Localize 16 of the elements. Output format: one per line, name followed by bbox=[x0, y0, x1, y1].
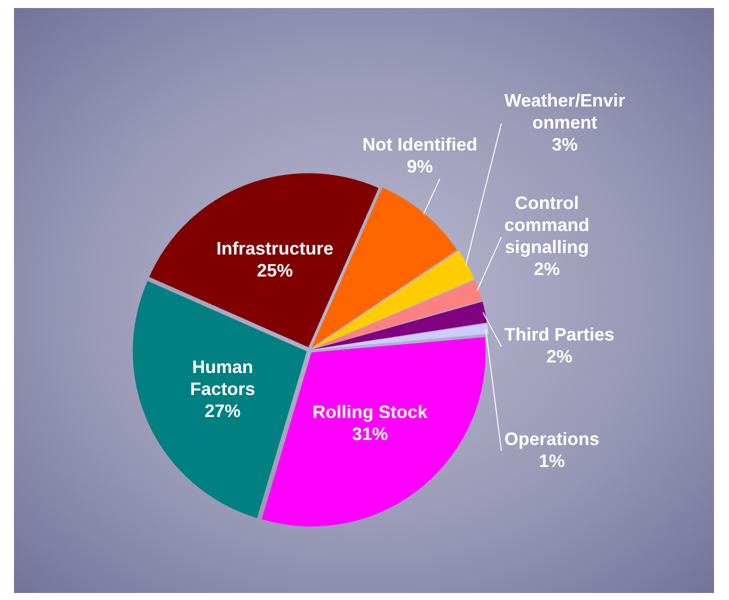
slice-label: Human Factors bbox=[190, 357, 256, 400]
slice-label: Not Identified bbox=[362, 134, 478, 155]
data-label: 1% bbox=[538, 450, 565, 471]
data-label: 3% bbox=[552, 134, 578, 155]
slice-label: Third Parties bbox=[504, 324, 614, 344]
data-label: 31% bbox=[352, 424, 388, 444]
data-label: 25% bbox=[256, 260, 293, 281]
slice-label: Control command signalling bbox=[504, 193, 590, 258]
data-label: 27% bbox=[204, 401, 241, 422]
data-label: 2% bbox=[534, 259, 560, 280]
slice-label: Operations bbox=[504, 428, 600, 449]
slice-label: Rolling Stock bbox=[312, 402, 428, 422]
data-label: 9% bbox=[406, 156, 433, 177]
data-label: 2% bbox=[546, 346, 572, 366]
slice-label: Weather/Environment bbox=[504, 90, 626, 133]
slice-label: Infrastructure bbox=[216, 238, 334, 259]
